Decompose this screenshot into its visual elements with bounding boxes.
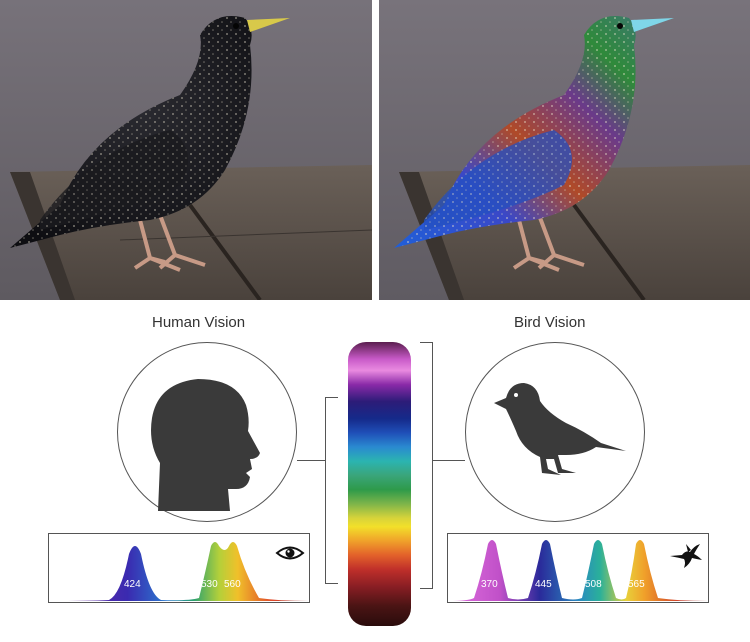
- human-peak-label: 530: [201, 579, 218, 590]
- human-bracket: [325, 397, 338, 584]
- bird-vision-photo: [379, 0, 750, 300]
- color-spectrum-bar: [348, 342, 411, 626]
- bird-circle: [465, 342, 645, 522]
- bird-sensitivity-chart: 370 445 508 565: [447, 533, 709, 603]
- human-connector: [297, 460, 325, 461]
- bird-peak-label: 565: [628, 579, 645, 590]
- bird-peak-label: 445: [535, 579, 552, 590]
- bird-peak-label: 370: [481, 579, 498, 590]
- bird-bracket: [420, 342, 433, 589]
- bird-connector: [432, 460, 465, 461]
- human-head-icon: [151, 379, 260, 511]
- bird-peak-label: 508: [585, 579, 602, 590]
- human-sensitivity-chart: 424 530 560: [48, 533, 310, 603]
- bird-silhouette-icon: [494, 383, 626, 475]
- human-vision-label: Human Vision: [152, 314, 246, 331]
- hummingbird-icon: [670, 544, 702, 568]
- human-peak-label: 424: [124, 579, 141, 590]
- human-peak-label: 560: [224, 579, 241, 590]
- bird-vision-label: Bird Vision: [514, 314, 586, 331]
- human-circle: [117, 342, 297, 522]
- eye-icon: [275, 546, 305, 560]
- human-vision-photo: [0, 0, 372, 300]
